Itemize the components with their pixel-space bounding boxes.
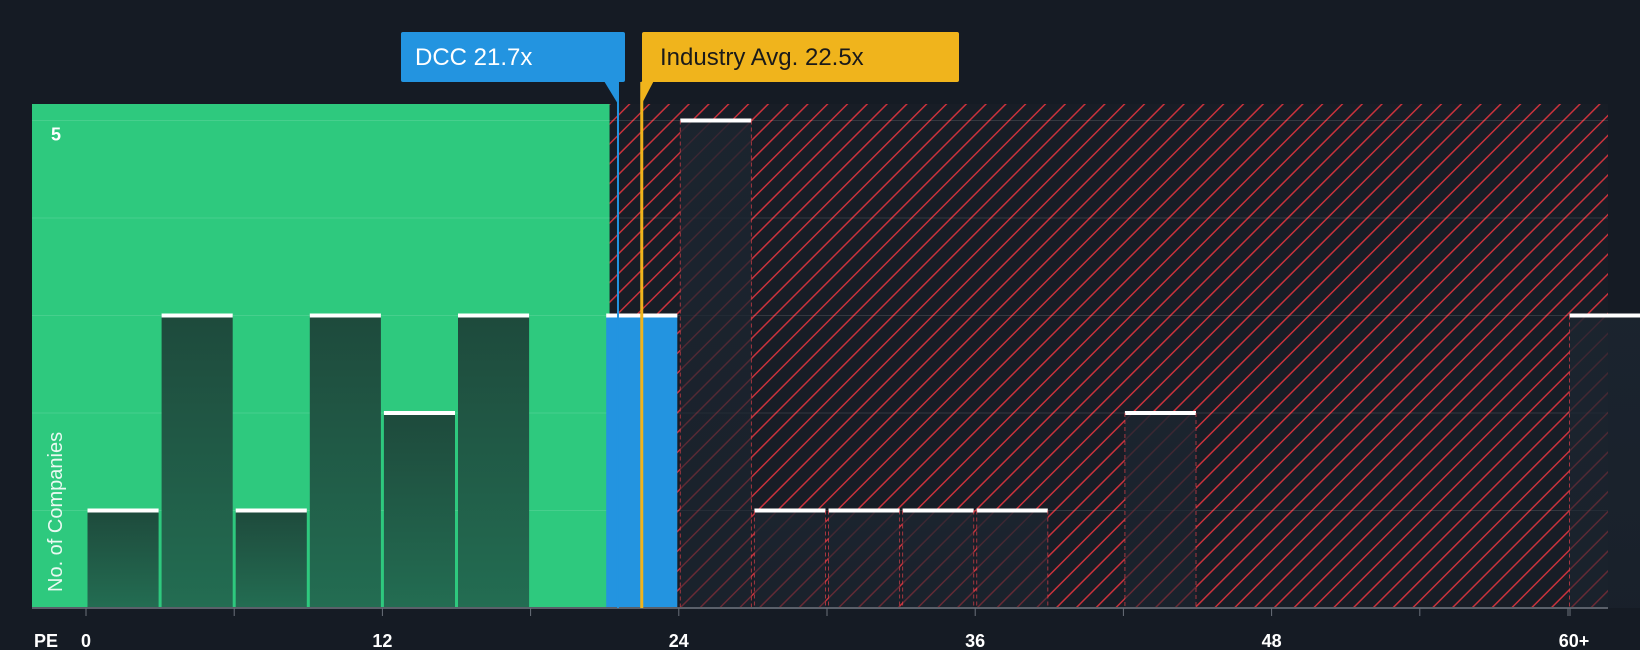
company-label-pointer [603,81,618,104]
histogram-bar [976,510,1048,608]
bar-cap [1569,313,1640,318]
histogram-bar [1569,315,1640,608]
industry-label-box [642,32,959,82]
histogram-bar [309,315,381,608]
histogram-bar [235,510,307,608]
bar-cap [680,118,752,123]
bar-cap [235,508,307,513]
x-tick-label: 24 [669,631,689,650]
histogram-bar [161,315,233,608]
histogram-bar [87,510,159,608]
histogram-bar [383,413,455,608]
histogram-bar [458,315,530,608]
industry-label: Industry Avg. 22.5x [660,44,864,71]
bar-cap [383,411,455,415]
bar-cap [754,508,826,513]
bar-cap [309,313,381,318]
bar-cap [902,508,974,513]
industry-label-pointer [641,81,654,104]
histogram-bar [828,510,900,608]
x-axis-label: PE [34,631,58,650]
company-label: DCC 21.7x [415,44,532,71]
y-axis-label: No. of Companies [45,432,67,592]
histogram-bar [680,120,752,608]
bar-cap [828,508,900,513]
histogram-bar [902,510,974,608]
bar-cap [161,313,233,318]
x-tick-label: 48 [1262,631,1282,650]
x-tick-label: 0 [81,631,91,650]
x-tick-label: 12 [372,631,392,650]
x-tick-label: 60+ [1559,631,1590,650]
bar-cap [976,508,1048,513]
x-tick-label: 36 [965,631,985,650]
company-label-box [401,32,625,82]
bar-cap [1124,411,1196,415]
histogram-bar [1124,413,1196,608]
bar-cap [87,508,159,513]
y-tick-label: 5 [51,125,61,145]
bar-cap [458,313,530,318]
histogram-bar [754,510,826,608]
